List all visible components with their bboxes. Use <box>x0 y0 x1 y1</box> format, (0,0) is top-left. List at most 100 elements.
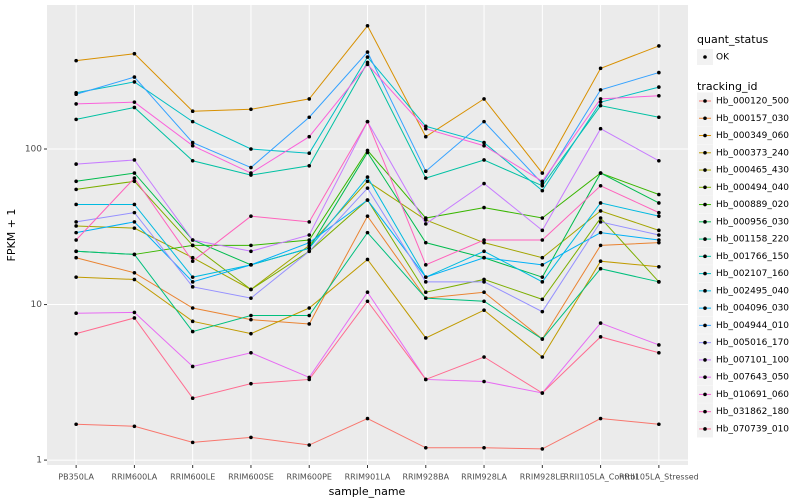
data-point <box>657 115 661 120</box>
legend-label: Hb_000157_030 <box>716 114 789 124</box>
legend-title: quant_status <box>697 33 769 46</box>
data-point <box>132 171 137 175</box>
legend-label: Hb_004096_030 <box>716 304 789 314</box>
data-point <box>74 249 78 254</box>
data-point <box>657 201 661 205</box>
legend-point <box>703 409 707 414</box>
legend-point <box>703 323 707 328</box>
data-point <box>657 343 661 347</box>
data-point <box>74 179 78 184</box>
data-point <box>190 119 195 124</box>
data-point <box>365 150 370 155</box>
legend-label: Hb_000349_060 <box>716 131 789 141</box>
data-point <box>307 306 312 310</box>
data-point <box>657 280 661 284</box>
legend-point <box>703 358 707 362</box>
data-point <box>365 62 370 67</box>
data-point <box>598 103 603 108</box>
data-point <box>74 238 78 242</box>
data-point <box>365 257 370 262</box>
data-point <box>74 58 78 63</box>
data-point <box>423 222 428 226</box>
x-tick-label: RRIM928BA <box>402 473 449 482</box>
data-point <box>249 107 253 112</box>
data-point <box>190 364 195 369</box>
x-tick-label: RRIM901LA <box>345 473 391 482</box>
legend-label: Hb_001158_220 <box>716 235 789 245</box>
data-point <box>365 175 370 179</box>
data-point <box>540 391 545 395</box>
data-point <box>190 255 195 260</box>
legend-label: Hb_010691_060 <box>716 390 789 400</box>
data-point <box>598 321 603 325</box>
data-point <box>482 249 486 254</box>
y-tick-label: 10 <box>31 300 43 310</box>
legend-point <box>703 133 707 138</box>
data-point <box>365 119 370 124</box>
x-tick-label: RRIM600PE <box>286 473 332 482</box>
data-point <box>598 335 603 339</box>
data-point <box>598 230 603 235</box>
legend-label: Hb_000889_020 <box>716 200 789 210</box>
data-point <box>307 97 312 101</box>
legend-point <box>703 289 707 293</box>
data-point <box>74 92 78 97</box>
data-point <box>482 181 486 186</box>
data-point <box>657 214 661 218</box>
data-point <box>540 309 545 314</box>
data-point <box>657 264 661 269</box>
data-point <box>365 186 370 190</box>
data-point <box>482 255 486 260</box>
data-point <box>307 240 312 245</box>
legend-label: Hb_004944_010 <box>716 321 789 331</box>
data-point <box>540 355 545 359</box>
data-point <box>132 226 137 230</box>
legend-point <box>703 220 707 224</box>
data-point <box>482 445 486 450</box>
data-point <box>249 165 253 170</box>
data-point <box>598 97 603 101</box>
data-point <box>365 299 370 304</box>
data-point <box>249 214 253 218</box>
data-point <box>482 379 486 384</box>
data-point <box>249 317 253 322</box>
data-point <box>307 163 312 168</box>
data-point <box>132 210 137 215</box>
data-point <box>74 311 78 315</box>
data-point <box>598 100 603 104</box>
data-point <box>190 140 195 145</box>
data-point <box>249 287 253 292</box>
legend-label: Hb_031862_180 <box>716 407 789 417</box>
data-point <box>132 51 137 56</box>
data-point <box>132 271 137 275</box>
legend-label: Hb_007101_100 <box>716 355 789 365</box>
data-point <box>540 238 545 242</box>
data-point <box>132 100 137 104</box>
data-point <box>307 322 312 326</box>
data-point <box>423 280 428 284</box>
data-point <box>423 445 428 450</box>
data-point <box>190 396 195 401</box>
data-point <box>307 134 312 139</box>
data-point <box>190 280 195 284</box>
data-point <box>249 243 253 248</box>
data-point <box>74 202 78 207</box>
data-point <box>74 220 78 224</box>
data-point <box>365 50 370 54</box>
data-point <box>365 179 370 184</box>
data-point <box>190 329 195 334</box>
data-point <box>190 238 195 242</box>
data-point <box>657 350 661 355</box>
legend-point <box>703 185 707 190</box>
data-point <box>540 447 545 451</box>
data-point <box>657 422 661 427</box>
legend-point <box>703 237 707 241</box>
legend-label: Hb_000494_040 <box>716 183 789 193</box>
data-point <box>132 202 137 207</box>
data-point <box>249 381 253 386</box>
data-point <box>482 143 486 148</box>
data-point <box>657 44 661 48</box>
legend-label: Hb_001766_150 <box>716 252 789 262</box>
